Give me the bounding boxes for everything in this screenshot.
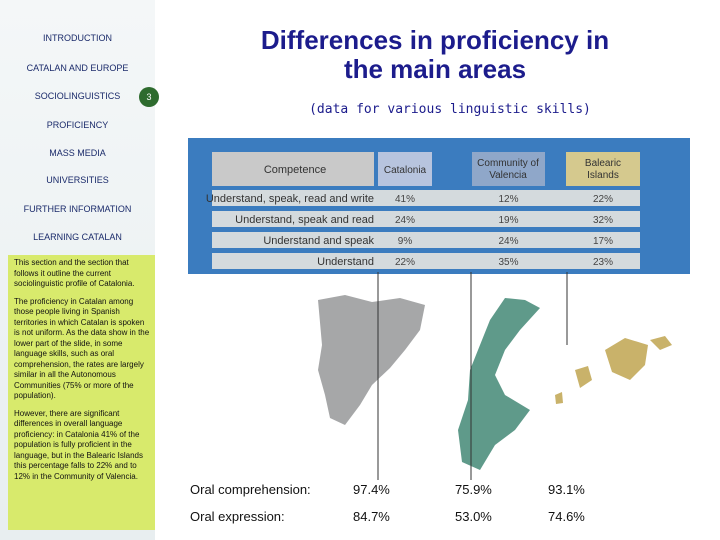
header-cell: [378, 152, 432, 186]
map-balearic: [555, 336, 672, 404]
header-cell: [212, 152, 374, 186]
nav-item: FURTHER INFORMATION: [23, 204, 132, 214]
summary-label: Oral expression:: [190, 509, 285, 524]
header-cell: [566, 152, 640, 186]
nav-item: CATALAN AND EUROPE: [26, 63, 129, 73]
cell: 12%: [498, 194, 518, 205]
row-label: Understand and speak: [263, 235, 374, 247]
cell: 35%: [498, 257, 518, 268]
column-header: Competence: [264, 164, 326, 176]
subtitle: (data for various linguistic skills): [309, 102, 591, 117]
summary-value: 84.7%: [353, 509, 390, 524]
row-band: [212, 253, 640, 269]
summary-value: 97.4%: [353, 482, 390, 497]
paragraph: The proficiency in Catalan among those p…: [14, 296, 150, 401]
cell: 23%: [593, 257, 613, 268]
row-band: [212, 190, 640, 206]
row-label: Understand, speak, read and write: [206, 193, 374, 205]
row-band: [212, 232, 640, 248]
summary-value: 74.6%: [548, 509, 585, 524]
nav-item: INTRODUCTION: [43, 33, 112, 43]
cell: 19%: [498, 215, 518, 226]
cell: 24%: [395, 215, 415, 226]
cell: 24%: [498, 236, 518, 247]
sidebar-text: This section and the section that follow…: [8, 255, 155, 530]
nav-item: UNIVERSITIES: [46, 175, 109, 185]
column-header: Community of Valencia: [477, 158, 539, 181]
nav-item: SOCIOLINGUISTICS: [34, 91, 121, 101]
column-header: Catalonia: [384, 165, 427, 176]
cell: 22%: [593, 194, 613, 205]
nav-item: LEARNING CATALAN: [33, 232, 122, 242]
nav-item: PROFICIENCY: [46, 120, 109, 130]
connector-lines: [377, 272, 568, 480]
summary-value: 75.9%: [455, 482, 492, 497]
cell: 32%: [593, 215, 613, 226]
title: Differences in proficiency in the main a…: [260, 25, 610, 84]
cell: 17%: [593, 236, 613, 247]
map-valencia: [458, 298, 540, 470]
page-number: 3: [139, 87, 159, 107]
summary-value: 53.0%: [455, 509, 492, 524]
summary-label: Oral comprehension:: [190, 482, 311, 497]
cell: 9%: [398, 236, 413, 247]
header-cell: [472, 152, 545, 186]
row-band: [212, 211, 640, 227]
row-label: Understand: [317, 256, 374, 268]
nav-item: MASS MEDIA: [49, 148, 106, 158]
table: Competence Catalonia Community of Valencia B…: [206, 152, 640, 269]
cell: 41%: [395, 194, 415, 205]
paragraph: This section and the section that follow…: [14, 258, 135, 288]
cell: 22%: [395, 257, 415, 268]
summary-value: 93.1%: [548, 482, 585, 497]
paragraph: However, there are significant differenc…: [14, 408, 143, 481]
map-catalonia: [318, 295, 425, 425]
column-header: Balearic Islands: [585, 158, 621, 181]
row-label: Understand, speak and read: [235, 214, 374, 226]
